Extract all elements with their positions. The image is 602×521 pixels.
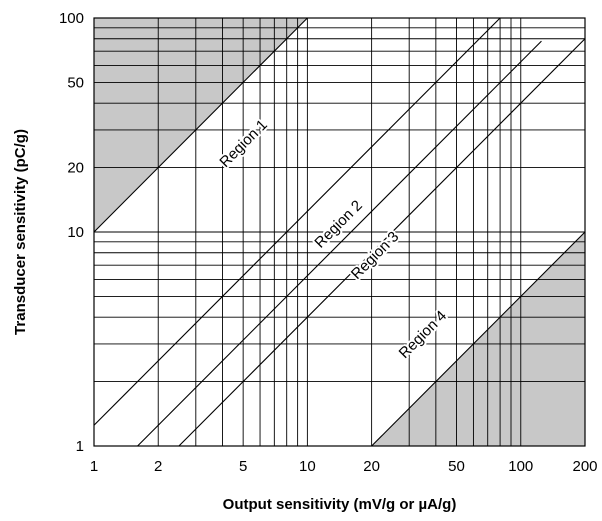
x-tick-label: 100 <box>508 458 533 475</box>
x-tick-label: 2 <box>154 458 162 475</box>
grid <box>94 18 585 446</box>
y-tick-label: 10 <box>67 224 84 241</box>
y-axis-title: Transducer sensitivity (pC/g) <box>12 129 29 335</box>
x-axis-title: Output sensitivity (mV/g or µA/g) <box>223 496 457 513</box>
boundary-line-5 <box>371 231 586 447</box>
boundary-lines <box>93 17 586 447</box>
x-tick-label: 5 <box>239 458 247 475</box>
x-tick-label: 10 <box>299 458 316 475</box>
region-label-2: Region 2 <box>311 197 365 252</box>
y-tick-label: 1 <box>76 438 84 455</box>
x-tick-label: 200 <box>572 458 597 475</box>
x-tick-label: 50 <box>448 458 465 475</box>
x-tick-label: 20 <box>363 458 380 475</box>
y-tick-label: 50 <box>67 74 84 91</box>
boundary-line-4 <box>178 38 586 447</box>
y-tick-label: 20 <box>67 160 84 177</box>
plot-frame <box>93 17 586 447</box>
boundary-line-2 <box>93 17 501 426</box>
y-tick-label: 100 <box>59 10 84 27</box>
boundary-line-3 <box>137 40 542 447</box>
region-label-3: Region 3 <box>348 228 402 283</box>
boundary-line-1 <box>93 17 308 233</box>
x-tick-label: 1 <box>90 458 98 475</box>
region-label-4: Region 4 <box>396 307 450 362</box>
